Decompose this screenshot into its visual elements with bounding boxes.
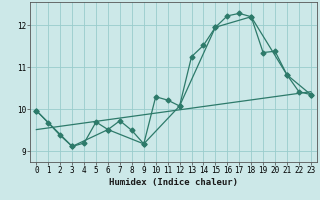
- X-axis label: Humidex (Indice chaleur): Humidex (Indice chaleur): [109, 178, 238, 187]
